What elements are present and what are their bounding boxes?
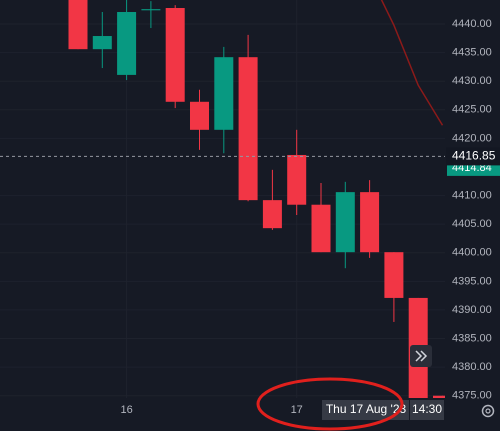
candle-body — [165, 8, 185, 102]
candle-body — [287, 154, 307, 205]
y-tick-label: 4385.00 — [452, 332, 492, 344]
candle-body — [360, 192, 380, 253]
crosshair-price-tag — [446, 147, 500, 166]
y-tick-label: 4435.00 — [452, 47, 492, 59]
annotation-ellipse — [256, 377, 404, 431]
y-tick-label: 4430.00 — [452, 75, 492, 87]
candle-body — [190, 101, 209, 130]
crosshair-date-tag — [322, 400, 409, 420]
crosshair-price-label: 4416.85 — [452, 149, 496, 163]
y-tick-label: 4410.00 — [452, 189, 492, 201]
candle-body — [141, 9, 161, 11]
plot-area — [0, 0, 445, 398]
moving-average-line — [380, 0, 444, 126]
candle-body — [384, 252, 404, 298]
candle-body — [214, 57, 234, 130]
crosshair-date-label: Thu 17 Aug '23 — [326, 402, 407, 416]
scroll-button[interactable] — [410, 345, 432, 367]
y-tick-label: 4440.00 — [452, 18, 492, 30]
candle-body — [262, 200, 282, 229]
axes: 4375.00 4380.00 4385.00 4390.00 4395.00 4400.… — [120, 18, 500, 420]
candle-body — [433, 395, 445, 398]
y-tick-label: 4420.00 — [452, 132, 492, 144]
candle-body — [311, 204, 331, 253]
settings-button[interactable] — [481, 404, 495, 418]
crosshair-time-tag — [410, 400, 444, 420]
candle-body — [92, 36, 112, 50]
y-tick-label: 4425.00 — [452, 104, 492, 116]
y-tick-label: 4375.00 — [452, 390, 492, 402]
candle-body — [238, 57, 258, 201]
y-tick-label: 4395.00 — [452, 275, 492, 287]
y-tick-label: 4380.00 — [452, 361, 492, 373]
crosshair-time-label: 14:30 — [412, 402, 442, 416]
candle-body — [117, 12, 137, 75]
candle-body — [335, 192, 355, 253]
y-tick-label: 4390.00 — [452, 304, 492, 316]
candle-body — [68, 0, 88, 50]
y-tick-label: 4405.00 — [452, 218, 492, 230]
x-tick-label: 16 — [120, 404, 132, 416]
y-tick-label: 4400.00 — [452, 247, 492, 259]
x-tick-label: 17 — [291, 404, 303, 416]
